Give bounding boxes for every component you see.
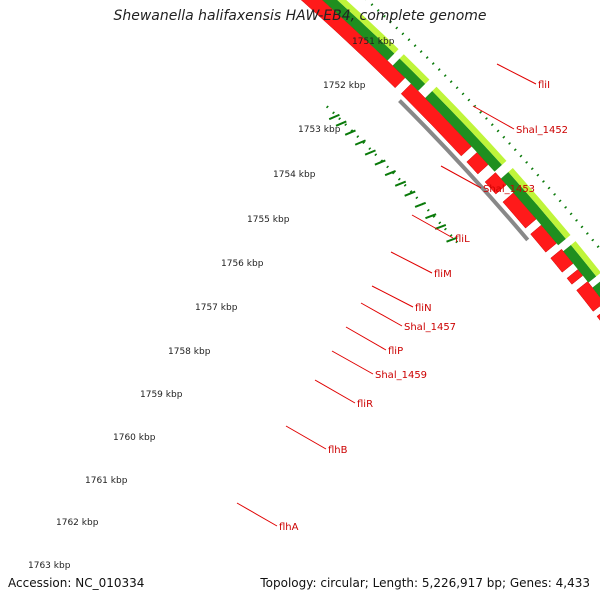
gene-leader-line	[440, 165, 482, 189]
gene-label: Shal_1453	[483, 184, 535, 195]
red-gene-segment	[576, 281, 600, 312]
light-green-segment	[337, 0, 399, 54]
gene-leader-line	[331, 350, 374, 375]
ruler-tick-label: 1762 kbp	[56, 518, 99, 528]
accession-text: Accession: NC_010334	[8, 576, 145, 590]
dark-green-segment	[425, 90, 502, 172]
ruler-tick-label: 1751 kbp	[352, 37, 395, 47]
gene-label: fliM	[434, 269, 452, 280]
gene-label: fliN	[415, 303, 432, 314]
gene-label: fliP	[388, 346, 403, 357]
ruler-tick	[434, 223, 447, 230]
gene-leader-line	[345, 326, 387, 351]
ruler-tick-label: 1757 kbp	[195, 303, 238, 313]
light-green-segment	[570, 241, 600, 277]
ruler-tick-label: 1752 kbp	[323, 81, 366, 91]
ruler-tick	[384, 170, 396, 177]
gene-leader-line	[411, 214, 454, 239]
light-green-segment	[399, 54, 430, 84]
gene-leader-line	[360, 302, 403, 327]
gene-leader-line	[390, 251, 433, 274]
ruler-tick	[364, 149, 376, 156]
ruler-tick	[404, 190, 416, 197]
topology-text: Topology: circular; Length: 5,226,917 bp…	[260, 576, 590, 590]
gene-leader-line	[371, 285, 414, 308]
genome-backbone	[398, 99, 530, 242]
red-gene-segment	[484, 172, 507, 195]
ruler-tick-label: 1758 kbp	[168, 347, 211, 357]
ruler-tick	[354, 139, 366, 146]
ruler-tick	[425, 213, 437, 220]
ruler-tick-label: 1760 kbp	[113, 433, 156, 443]
gene-leader-line	[236, 502, 278, 527]
gene-leader-line	[285, 425, 327, 450]
ruler-tick-label: 1761 kbp	[85, 476, 128, 486]
ruler-tick	[344, 129, 356, 136]
gene-label: fliR	[357, 399, 373, 410]
ruler-tick-label: 1755 kbp	[247, 215, 290, 225]
backbone-line	[398, 99, 530, 242]
ruler-tick-label: 1753 kbp	[298, 125, 341, 135]
gene-leader-line	[496, 63, 537, 85]
light-green-segment	[508, 168, 571, 239]
dark-green-segment	[392, 58, 426, 91]
dark-green-segment	[563, 244, 597, 283]
gene-features	[300, 0, 600, 321]
gene-leader-line	[472, 105, 515, 130]
dark-green-segment	[592, 281, 600, 298]
dark-green-segment	[322, 0, 395, 61]
gene-labels: fliI Shal_1452 Shal_1453 fliL fliM fliN Shal_1…	[236, 63, 568, 533]
kbp-ruler: 1751 kbp 1752 kbp 1753 kbp 1754 kbp 1755 kbp…	[28, 0, 600, 571]
dark-green-segment	[500, 172, 566, 246]
gene-label: Shal_1452	[516, 125, 568, 136]
red-gene-segment	[596, 313, 600, 321]
ruler-tick	[328, 113, 340, 121]
ruler-tick	[394, 180, 407, 187]
gene-label: fliI	[538, 80, 550, 91]
ruler-tick	[414, 201, 427, 208]
genome-title: Shewanella halifaxensis HAW-EB4, complet…	[113, 8, 487, 24]
gene-leader-line	[314, 379, 356, 404]
gene-label: Shal_1457	[404, 322, 456, 333]
light-green-segment	[432, 86, 507, 165]
ruler-tick	[446, 236, 458, 243]
red-gene-segment	[530, 224, 557, 253]
ruler-tick-label: 1756 kbp	[221, 259, 264, 269]
ruler-tick	[335, 120, 347, 127]
ruler-tick-label: 1763 kbp	[28, 561, 71, 571]
ruler-tick	[374, 159, 386, 166]
gene-label: Shal_1459	[375, 370, 427, 381]
red-gene-segment	[466, 152, 489, 175]
gene-label: fliL	[455, 234, 470, 245]
gene-label: flhB	[328, 445, 348, 456]
ruler-tick-label: 1759 kbp	[140, 390, 183, 400]
ruler-tick-label: 1754 kbp	[273, 170, 316, 180]
gene-label: flhA	[279, 522, 299, 533]
